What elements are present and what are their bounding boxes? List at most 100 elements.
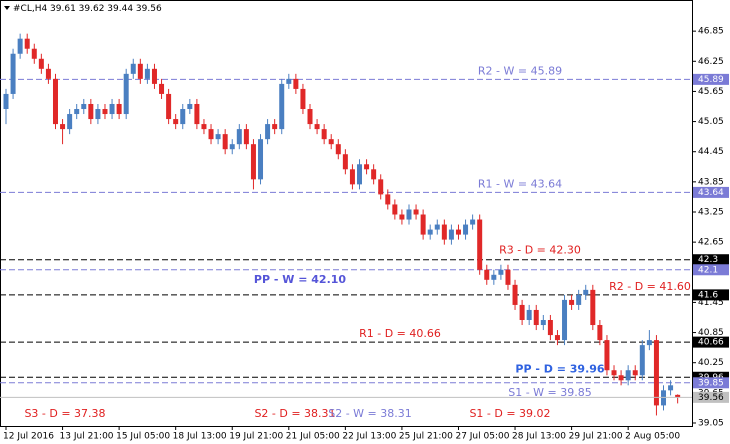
candle-body [675, 394, 681, 398]
candle-body [45, 68, 51, 79]
off-chart-level-label: S3 - D = 37.38 [24, 407, 105, 420]
candle-body [569, 299, 575, 305]
off-chart-level-label: S2 - D = 38.31 [254, 407, 335, 420]
candle-body [554, 335, 560, 341]
y-tick-label: 45.65 [698, 87, 724, 97]
candle-body [102, 109, 108, 115]
level-label: S1 - W = 39.85 [508, 386, 592, 399]
candle-body [597, 325, 603, 341]
level-price-label: 41.6 [698, 290, 718, 300]
candle-body [590, 289, 596, 326]
level-label: R1 - W = 43.64 [478, 177, 562, 190]
candle-body [328, 139, 334, 145]
plot-frame [0, 0, 693, 427]
level-price-box [693, 73, 729, 85]
y-tick-label: 40.25 [698, 358, 724, 368]
candle-body [653, 340, 659, 406]
level-price-box [693, 336, 729, 348]
candle-body [604, 340, 610, 371]
level-price-box [693, 371, 729, 383]
candle-body [272, 124, 278, 130]
candle-body [229, 144, 235, 150]
candle-body [265, 124, 271, 140]
y-tick-label: 45.05 [698, 117, 724, 127]
candle-body [10, 53, 16, 94]
candle-body [455, 229, 461, 235]
candle-body [123, 73, 129, 115]
y-tick-label: 44.45 [698, 147, 724, 157]
x-tick-label: 2 Aug 05:00 [625, 432, 680, 442]
candle-body [342, 154, 348, 170]
candle-body [166, 93, 172, 120]
candle-body [314, 124, 320, 130]
level-price-label: 42.1 [698, 265, 718, 275]
candle-body [406, 209, 412, 220]
candle-body [378, 179, 384, 195]
candle-body [448, 229, 454, 240]
candle-body [420, 214, 426, 235]
y-tick-label: 41.45 [698, 298, 724, 308]
off-chart-level-label: S2 - W = 38.31 [328, 407, 412, 420]
y-tick-label: 43.85 [698, 177, 724, 187]
level-label: R2 - D = 41.60 [609, 280, 691, 293]
candle-body [427, 229, 433, 235]
x-tick-label: 19 Jul 21:00 [229, 432, 283, 442]
candle-body [109, 103, 115, 115]
candle-body [151, 68, 157, 84]
y-tick-label: 43.25 [698, 207, 724, 217]
candle-body [357, 164, 362, 185]
x-tick-label: 13 Jul 21:00 [60, 432, 114, 442]
candle-body [286, 78, 292, 84]
candle-body [293, 78, 299, 89]
level-price-label: 40.66 [698, 338, 724, 348]
candle-body [364, 164, 370, 170]
level-price-label: 42.3 [698, 255, 718, 265]
level-price-label: 39.85 [698, 378, 724, 388]
chart-title: #CL,H4 39.61 39.62 39.44 39.56 [13, 4, 162, 14]
candle-body [463, 224, 469, 235]
candle-body [258, 139, 264, 180]
candle-body [74, 109, 80, 115]
candle-body [201, 124, 207, 130]
level-label: R2 - W = 45.89 [478, 64, 562, 77]
candle-body [144, 68, 150, 79]
candle-body [441, 224, 447, 240]
x-tick-label: 29 Jul 21:00 [569, 432, 623, 442]
level-price-box [693, 254, 729, 266]
candle-body [583, 289, 589, 295]
off-chart-level-label: S1 - D = 39.02 [469, 407, 550, 420]
level-label: PP - W = 42.10 [254, 273, 346, 286]
x-tick-label: 21 Jul 05:00 [286, 432, 340, 442]
candle-body [434, 224, 440, 230]
x-tick-label: 28 Jul 13:00 [512, 432, 566, 442]
level-label: R3 - D = 42.30 [499, 244, 581, 257]
candle-body [611, 370, 617, 376]
menu-arrow [4, 6, 10, 10]
candle-body [24, 38, 30, 49]
candle-body [484, 269, 490, 280]
candle-body [668, 385, 674, 391]
candle-body [576, 294, 582, 305]
candle-body [116, 103, 122, 115]
candle-body [95, 109, 101, 120]
candle-body [194, 103, 200, 125]
candle-body [307, 109, 313, 125]
candle-body [159, 83, 165, 94]
candle-body [526, 309, 532, 321]
candle-body [321, 129, 327, 140]
candle-body [52, 78, 58, 125]
candle-body [130, 63, 136, 74]
candle-body [512, 284, 518, 305]
x-tick-label: 15 Jul 05:00 [116, 432, 170, 442]
candle-body [180, 109, 186, 125]
candle-body [519, 304, 525, 321]
x-tick-label: 27 Jul 05:00 [455, 432, 509, 442]
candle-body [646, 340, 652, 346]
candle-body [67, 114, 73, 130]
candle-body [349, 169, 355, 185]
y-tick-label: 39.05 [698, 418, 724, 428]
candle-body [661, 390, 667, 406]
y-tick-label: 46.25 [698, 57, 724, 67]
x-tick-label: 22 Jul 13:00 [342, 432, 396, 442]
